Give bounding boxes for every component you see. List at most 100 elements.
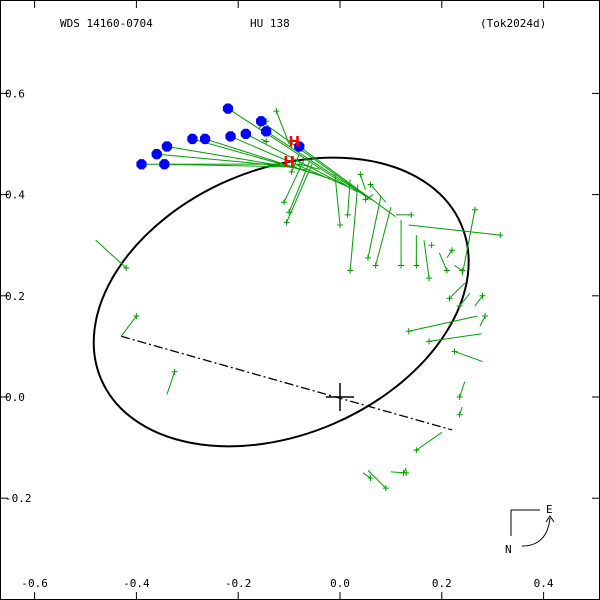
speckle-residual-line — [265, 130, 372, 201]
residual-line — [474, 295, 483, 307]
micrometer-point — [273, 108, 280, 115]
residual-line — [454, 265, 463, 271]
speckle-point — [256, 116, 267, 127]
speckle-point — [187, 133, 198, 145]
micrometer-point — [408, 211, 415, 218]
residual-line — [367, 197, 382, 258]
residual-line — [291, 153, 300, 173]
residual-line — [375, 207, 392, 266]
residual-line — [459, 381, 466, 398]
speckle-point — [159, 159, 170, 170]
speckle-point — [294, 141, 305, 152]
residual-line — [286, 164, 313, 223]
orbit-ellipse — [92, 156, 470, 448]
residual-line — [334, 174, 341, 226]
micrometer-point — [451, 348, 458, 355]
y-tick-label: 0.6 — [5, 87, 25, 100]
residual-line — [275, 110, 290, 145]
micrometer-point — [133, 313, 140, 320]
micrometer-point — [283, 219, 290, 226]
speckle-residual-line — [245, 133, 358, 193]
hipparcos-point: H — [283, 155, 295, 171]
speckle-residual-line — [260, 120, 370, 199]
residual-line — [461, 209, 476, 276]
compass-east-label: E — [546, 503, 553, 516]
x-tick-label: 0.4 — [534, 577, 554, 590]
residual-line — [370, 184, 387, 203]
micrometer-point — [497, 232, 504, 239]
micrometer-point — [357, 171, 364, 178]
residual-line — [408, 224, 501, 236]
residual-line — [95, 239, 127, 269]
speckle-residual-line — [156, 153, 297, 168]
micrometer-point — [482, 313, 489, 320]
micrometer-point — [456, 394, 463, 400]
residual-line — [120, 315, 137, 337]
y-tick-label: 0.0 — [5, 391, 25, 404]
speckle-point — [222, 103, 234, 114]
compass-rose: E N — [505, 503, 555, 556]
reference-label: (Tok2024d) — [480, 17, 546, 30]
x-tick-label: 0.0 — [330, 577, 350, 590]
y-tick-label: 0.4 — [5, 189, 25, 202]
x-tick-label: -0.4 — [123, 577, 150, 590]
marker-layer: HH — [136, 103, 396, 218]
speckle-residual-line — [166, 146, 306, 171]
residual-line — [408, 315, 478, 332]
orbit-layer — [92, 156, 470, 448]
micrometer-point — [364, 254, 371, 261]
micrometer-point — [372, 262, 379, 269]
speckle-point — [261, 126, 272, 137]
speckle-point — [161, 141, 173, 152]
residual-line — [429, 333, 482, 342]
compass-north-label: N — [505, 543, 512, 556]
micrometer-point — [403, 469, 410, 476]
x-tick-label: 0.2 — [432, 577, 452, 590]
compass-arrow-head — [545, 515, 555, 523]
micrometer-point — [263, 138, 270, 145]
speckle-point — [151, 149, 162, 160]
compass-north-arm — [510, 509, 540, 536]
residual-line — [359, 174, 366, 190]
speckle-residual-line — [227, 108, 351, 189]
speckle-point — [200, 133, 211, 145]
speckle-residual-line — [230, 135, 348, 187]
residual-line — [166, 371, 176, 395]
x-tick-label: -0.2 — [225, 577, 252, 590]
line-of-nodes — [120, 335, 453, 431]
residual-line — [367, 470, 387, 489]
micrometer-point — [367, 474, 374, 481]
residual-line — [459, 292, 471, 307]
residual-line — [479, 315, 486, 327]
micrometer-point — [288, 168, 295, 175]
residual-line — [454, 350, 483, 363]
micrometer-point — [471, 206, 478, 213]
micrometer-point — [456, 411, 463, 418]
micrometer-point — [344, 211, 351, 218]
wds-id-label: WDS 14160-0704 — [60, 17, 153, 30]
micrometer-point — [413, 262, 420, 269]
x-tick-label: -0.6 — [21, 577, 48, 590]
micrometer-point — [413, 447, 420, 454]
speckle-residual-line — [164, 163, 297, 168]
micrometer-point — [456, 302, 463, 309]
micrometer-point — [347, 267, 354, 274]
compass-arrow-arc — [521, 517, 551, 547]
hipparcos-point: H — [288, 134, 300, 150]
micrometer-point — [362, 196, 369, 203]
y-tick-label: -0.2 — [5, 492, 32, 505]
micrometer-point — [123, 264, 130, 271]
y-tick-label: 0.2 — [5, 290, 25, 303]
speckle-point — [240, 128, 251, 139]
residual-layer — [95, 108, 504, 492]
residual-line — [449, 282, 466, 299]
micrometer-point — [281, 199, 288, 206]
micrometer-point — [382, 485, 389, 492]
micrometer-point — [448, 247, 455, 254]
micrometer-point — [426, 338, 433, 345]
micrometer-point — [171, 368, 178, 375]
residual-line — [438, 252, 448, 271]
micrometer-point — [405, 328, 412, 335]
micrometer-point — [398, 262, 405, 269]
